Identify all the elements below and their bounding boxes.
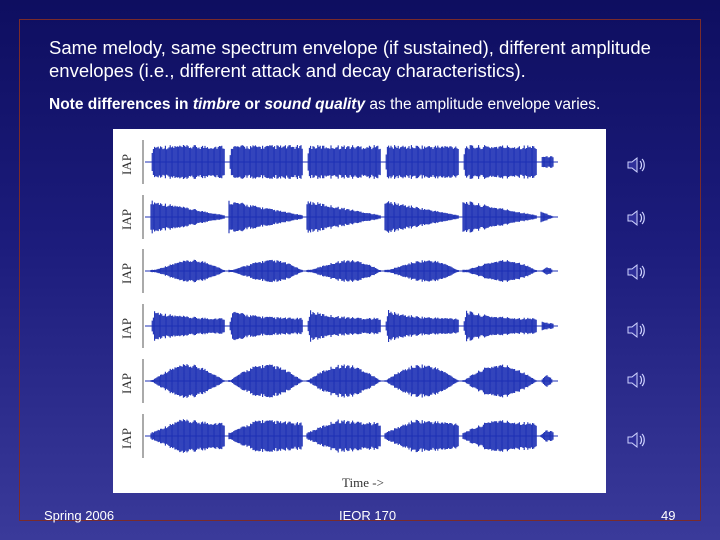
speaker-icon[interactable] [626,370,648,390]
note-part-3: as the amplitude envelope varies. [365,96,601,113]
note-italic-timbre: timbre [192,96,241,113]
amplitude-waveform [150,259,554,283]
waveform-plot: Time -> IAP IAP IAP IAP IAP IAP [119,140,558,490]
amplitude-envelope-figure: Time -> IAP IAP IAP IAP IAP IAP [113,129,606,493]
slide-frame [19,19,701,521]
amplitude-waveform [150,364,554,398]
iap-axis-label: IAP [119,209,134,230]
speaker-icon[interactable] [626,430,648,450]
footer-page-number: 49 [661,508,676,523]
iap-axis-label: IAP [119,428,134,449]
speaker-icon[interactable] [626,155,648,175]
amplitude-waveform [151,310,554,342]
footer-date: Spring 2006 [44,508,115,523]
speaker-icon[interactable] [626,262,648,282]
waveform-row: IAP [119,195,558,239]
amplitude-waveform [150,200,554,234]
iap-axis-label: IAP [119,373,134,394]
note-part-1: Note differences in [49,96,193,113]
amplitude-waveform [151,145,554,179]
waveform-row: IAP [119,140,558,184]
amplitude-waveform [150,419,554,453]
waveform-row: IAP [119,359,558,403]
iap-axis-label: IAP [119,154,134,175]
speaker-icon[interactable] [626,320,648,340]
waveform-row: IAP [119,414,558,458]
waveform-row: IAP [119,249,558,293]
iap-axis-label: IAP [119,263,134,284]
time-axis-label: Time -> [342,475,384,490]
note-italic-sound-quality: sound quality [264,96,366,113]
note-part-2: or [240,96,265,113]
waveform-row: IAP [119,304,558,348]
footer-course: IEOR 170 [339,508,397,523]
iap-axis-label: IAP [119,318,134,339]
speaker-icon[interactable] [626,208,648,228]
slide-heading: Same melody, same spectrum envelope (if … [49,37,651,81]
note-text: Note differences in timbre or sound qual… [49,95,649,115]
